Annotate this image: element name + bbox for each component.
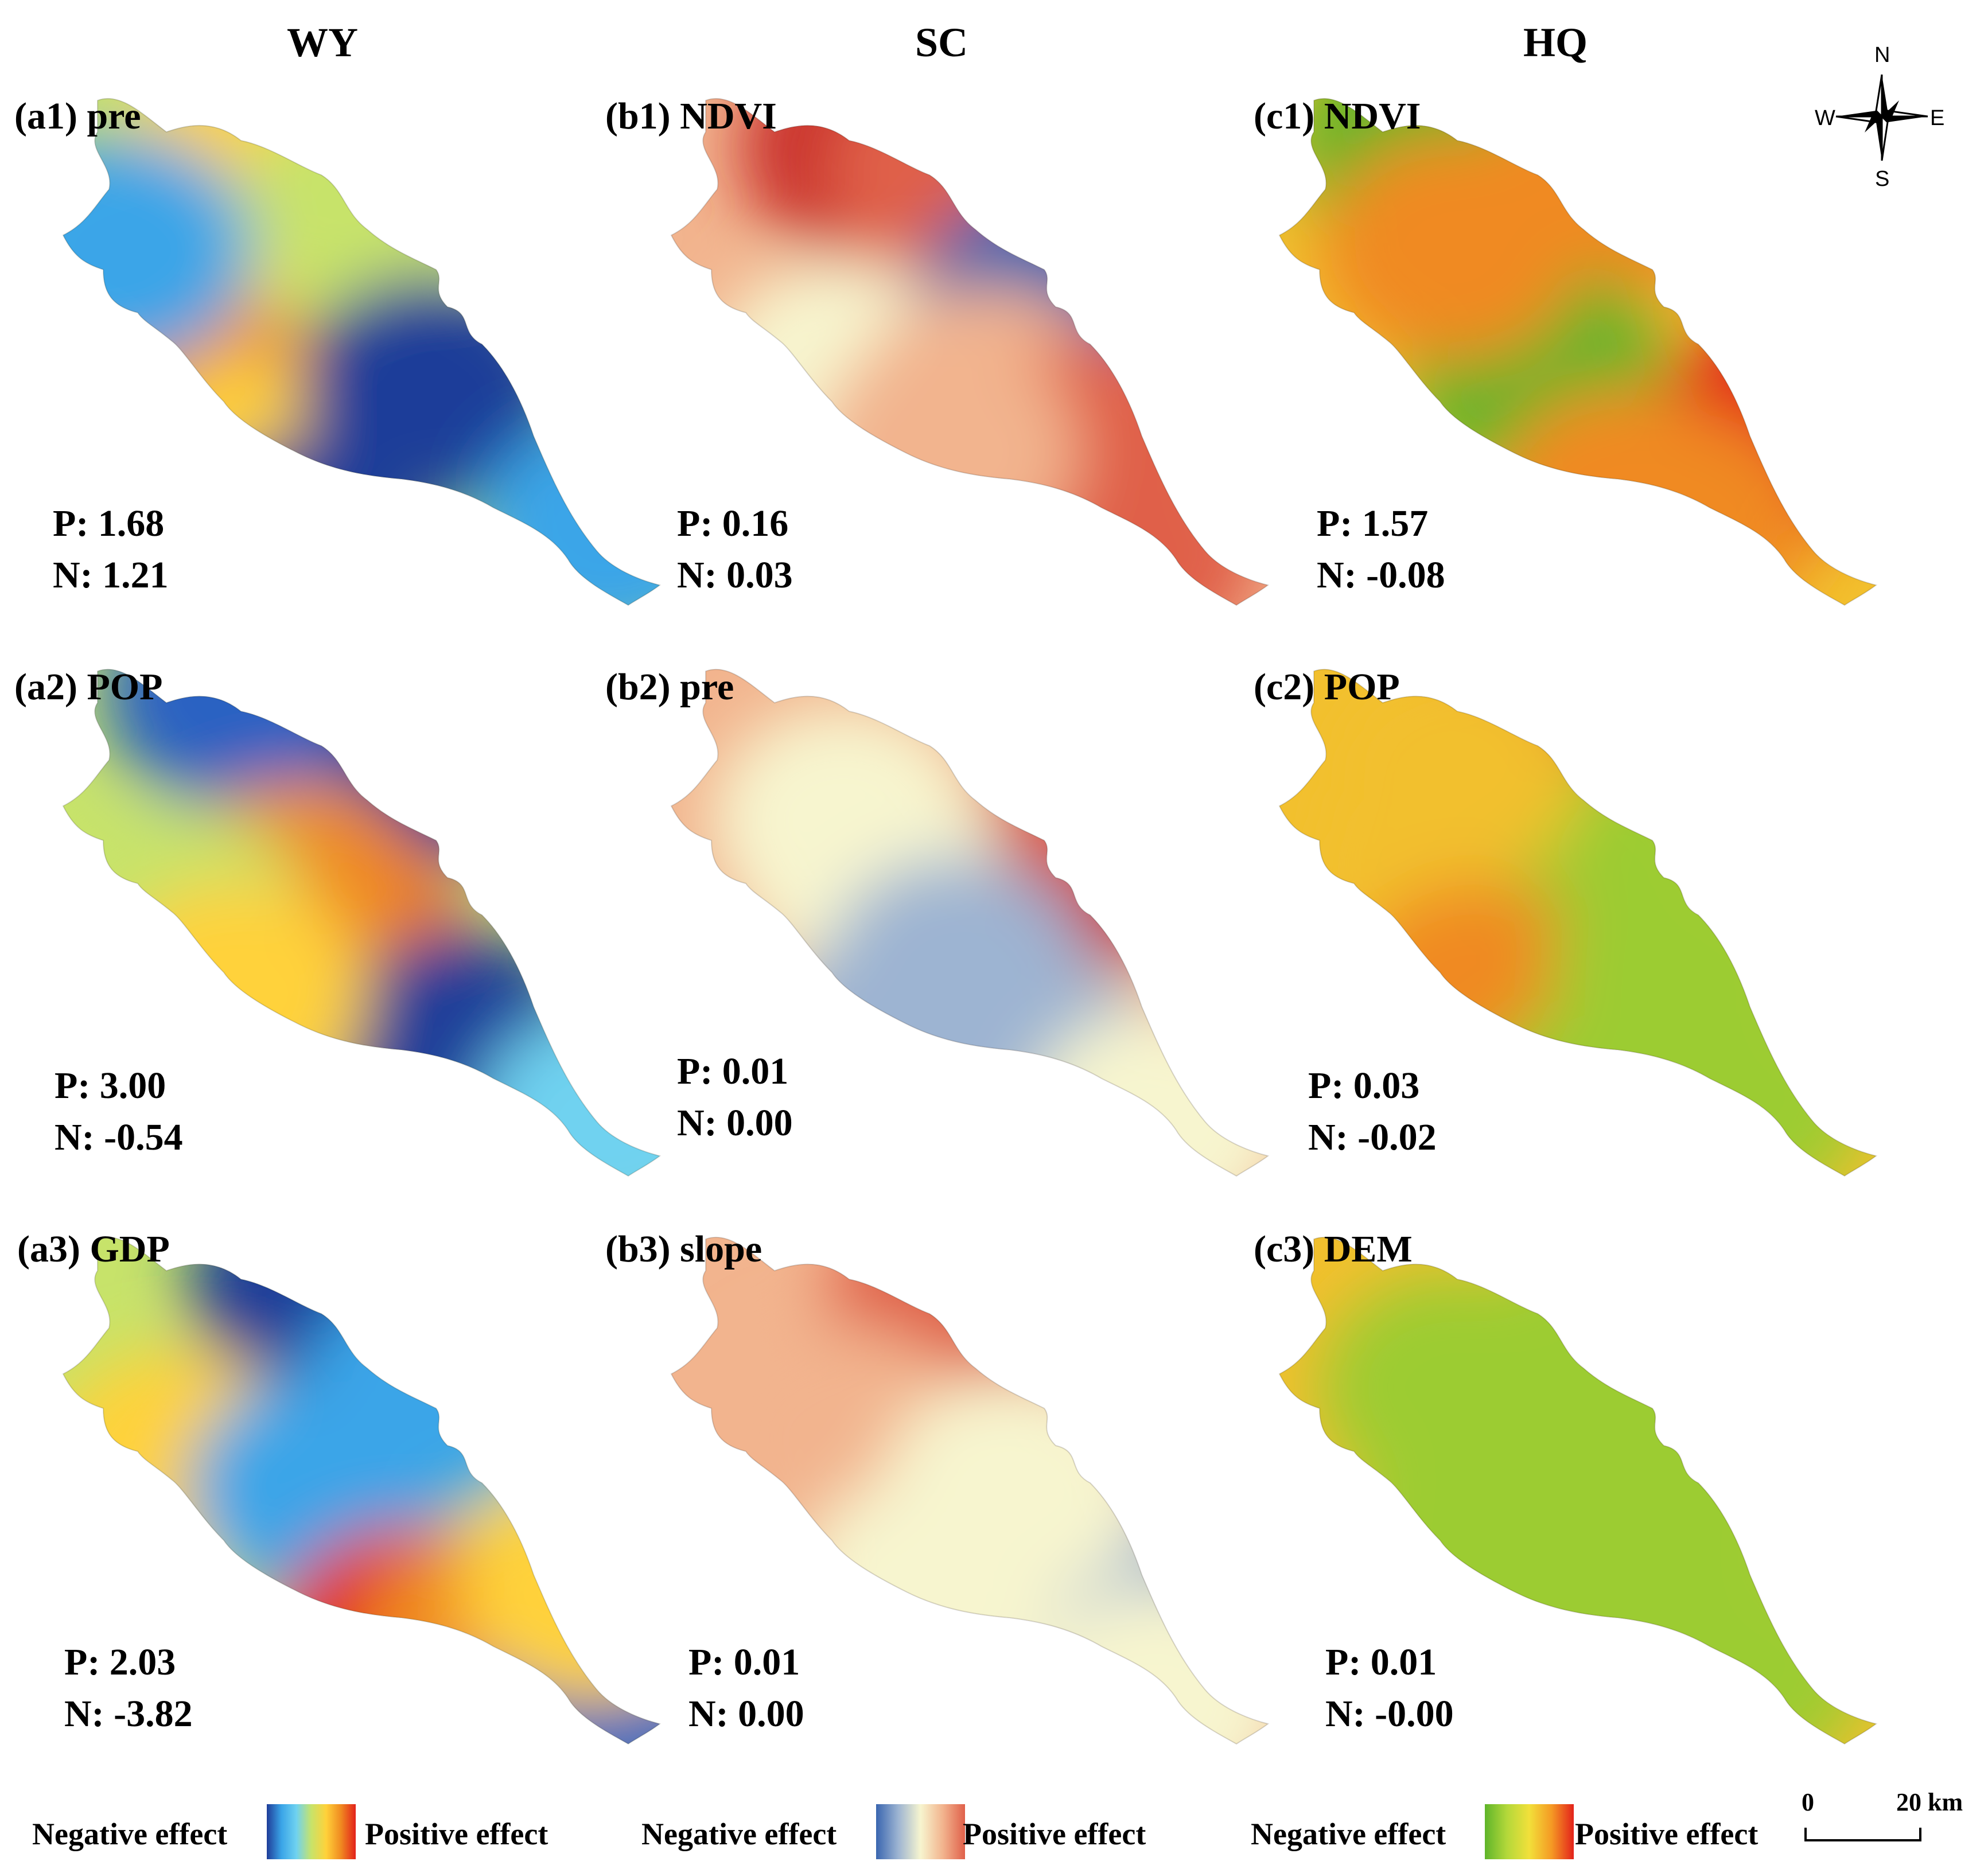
panel-label: (c1) NDVI <box>1254 95 1421 137</box>
legend-colorbar <box>1485 1804 1574 1859</box>
basin-outline <box>62 668 662 1177</box>
panel-label: (a2) POP <box>14 666 163 708</box>
basin-outline <box>1278 668 1878 1177</box>
basin-outline <box>670 1236 1270 1745</box>
map-panel <box>670 98 1270 606</box>
scale-bar-start-label: 0 <box>1802 1788 1814 1816</box>
positive-stat: P: 3.00 <box>55 1065 166 1107</box>
effect-zone <box>815 336 1079 566</box>
effect-zone <box>1492 387 1756 605</box>
positive-stat: P: 1.68 <box>53 503 165 544</box>
basin-outline <box>670 98 1270 606</box>
effect-zone <box>1492 1237 1756 1452</box>
panel-label: (c2) POP <box>1254 666 1400 708</box>
positive-stat: P: 0.16 <box>677 503 789 544</box>
effect-zone <box>304 1273 568 1502</box>
positive-stat: P: 0.01 <box>677 1050 789 1092</box>
negative-stat: N: 0.00 <box>688 1693 804 1735</box>
compass-n-label: N <box>1874 43 1890 67</box>
panel-label: (c3) DEM <box>1254 1228 1413 1270</box>
negative-stat: N: -0.00 <box>1325 1693 1454 1735</box>
positive-stat: P: 0.01 <box>1325 1641 1437 1683</box>
negative-stat: N: 0.00 <box>677 1102 793 1144</box>
positive-stat: P: 0.01 <box>688 1641 800 1683</box>
basin-outline <box>670 668 1270 1177</box>
map-panel <box>1278 98 1878 606</box>
basin-outline <box>62 1236 662 1745</box>
north-arrow: N S E W <box>1813 43 1945 192</box>
legend-negative-label: Negative effect <box>1251 1817 1446 1851</box>
positive-stat: P: 2.03 <box>64 1641 176 1683</box>
effect-zone <box>247 98 511 313</box>
panel-label: (a1) pre <box>14 95 141 137</box>
column-title-sc: SC <box>915 20 968 65</box>
negative-stat: N: -0.54 <box>55 1116 183 1158</box>
column-title-hq: HQ <box>1523 20 1588 65</box>
negative-stat: N: -3.82 <box>64 1693 193 1735</box>
scale-bar-line <box>1804 1828 1921 1841</box>
negative-stat: N: -0.08 <box>1317 554 1445 596</box>
legend-positive-label: Positive effect <box>1575 1817 1759 1851</box>
positive-stat: P: 0.03 <box>1308 1065 1420 1107</box>
effect-zone <box>884 1374 1147 1603</box>
map-panel <box>62 668 662 1177</box>
basin-outline <box>1278 1236 1878 1745</box>
map-panel <box>1278 1236 1878 1745</box>
map-panel <box>62 1236 662 1745</box>
effect-zone <box>826 856 1090 1086</box>
scale-bar-end-label: 20 km <box>1896 1788 1963 1816</box>
negative-stat: N: 1.21 <box>53 554 169 596</box>
effect-zone <box>1320 134 1584 364</box>
panel-label: (a3) GDP <box>17 1228 170 1270</box>
legend-positive-label: Positive effect <box>365 1817 548 1851</box>
map-panel <box>670 1236 1270 1745</box>
basin-outline <box>62 98 662 606</box>
map-panel <box>62 98 662 606</box>
negative-stat: N: 0.03 <box>677 554 793 596</box>
basin-outline <box>1278 98 1878 606</box>
compass-e-label: E <box>1930 106 1945 130</box>
legend-colorbar <box>267 1804 356 1859</box>
panel-label: (b2) pre <box>605 666 734 708</box>
compass-star-icon <box>1835 74 1928 161</box>
legend-negative-label: Negative effect <box>32 1817 228 1851</box>
effect-zone <box>63 134 252 364</box>
map-panel <box>670 668 1270 1177</box>
column-title-wy: WY <box>287 20 358 65</box>
positive-stat: P: 1.57 <box>1317 503 1429 544</box>
effect-zone <box>1348 1424 1612 1654</box>
legend-colorbar <box>876 1804 965 1859</box>
panel-label: (b1) NDVI <box>605 95 777 137</box>
legend-negative-label: Negative effect <box>641 1817 837 1851</box>
legend-positive-label: Positive effect <box>963 1817 1146 1851</box>
negative-stat: N: -0.02 <box>1308 1116 1437 1158</box>
compass-s-label: S <box>1875 167 1890 191</box>
map-panel <box>1278 668 1878 1177</box>
panel-label: (b3) slope <box>605 1228 762 1270</box>
compass-w-label: W <box>1815 106 1835 130</box>
